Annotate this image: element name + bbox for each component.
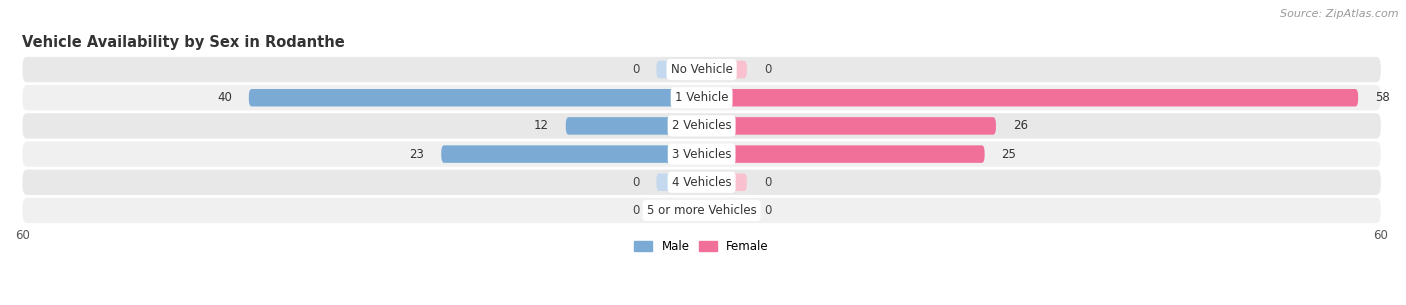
Text: 58: 58	[1375, 91, 1391, 104]
Text: No Vehicle: No Vehicle	[671, 63, 733, 76]
Text: 4 Vehicles: 4 Vehicles	[672, 176, 731, 189]
Text: 0: 0	[631, 176, 640, 189]
Text: Vehicle Availability by Sex in Rodanthe: Vehicle Availability by Sex in Rodanthe	[22, 35, 346, 50]
Text: 25: 25	[1001, 148, 1017, 161]
FancyBboxPatch shape	[657, 174, 702, 191]
FancyBboxPatch shape	[702, 117, 995, 135]
Text: Source: ZipAtlas.com: Source: ZipAtlas.com	[1281, 9, 1399, 19]
FancyBboxPatch shape	[702, 202, 747, 219]
FancyBboxPatch shape	[702, 89, 1358, 106]
Text: 26: 26	[1012, 120, 1028, 132]
Text: 5 or more Vehicles: 5 or more Vehicles	[647, 204, 756, 217]
Legend: Male, Female: Male, Female	[630, 235, 773, 258]
FancyBboxPatch shape	[702, 61, 747, 78]
FancyBboxPatch shape	[657, 202, 702, 219]
Text: 0: 0	[763, 63, 772, 76]
Text: 40: 40	[217, 91, 232, 104]
Text: 3 Vehicles: 3 Vehicles	[672, 148, 731, 161]
Text: 23: 23	[409, 148, 425, 161]
FancyBboxPatch shape	[702, 145, 984, 163]
FancyBboxPatch shape	[249, 89, 702, 106]
Text: 12: 12	[534, 120, 548, 132]
FancyBboxPatch shape	[22, 198, 1381, 223]
FancyBboxPatch shape	[565, 117, 702, 135]
Text: 1 Vehicle: 1 Vehicle	[675, 91, 728, 104]
FancyBboxPatch shape	[702, 174, 747, 191]
FancyBboxPatch shape	[22, 170, 1381, 195]
FancyBboxPatch shape	[441, 145, 702, 163]
Text: 0: 0	[631, 204, 640, 217]
Text: 0: 0	[763, 204, 772, 217]
FancyBboxPatch shape	[22, 85, 1381, 110]
FancyBboxPatch shape	[22, 113, 1381, 138]
FancyBboxPatch shape	[22, 57, 1381, 82]
FancyBboxPatch shape	[657, 61, 702, 78]
FancyBboxPatch shape	[22, 142, 1381, 167]
Text: 0: 0	[763, 176, 772, 189]
Text: 0: 0	[631, 63, 640, 76]
Text: 2 Vehicles: 2 Vehicles	[672, 120, 731, 132]
